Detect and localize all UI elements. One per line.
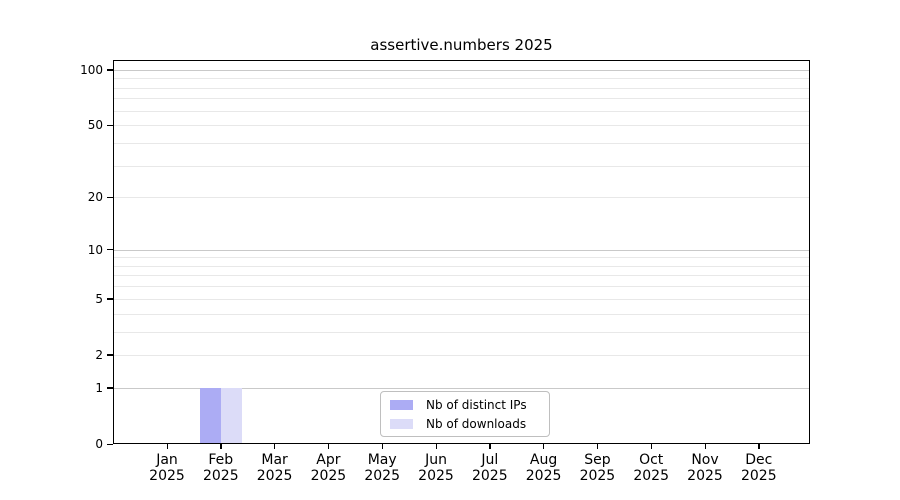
y-tick xyxy=(107,387,113,389)
y-tick xyxy=(107,196,113,198)
minor-gridline xyxy=(114,165,809,167)
y-tick-label: 1 xyxy=(95,380,103,395)
x-tick-year: 2025 xyxy=(740,468,777,484)
chart-title: assertive.numbers 2025 xyxy=(370,36,553,54)
x-tick-month: Apr xyxy=(316,452,341,468)
minor-gridline xyxy=(114,78,809,80)
minor-gridline xyxy=(114,142,809,144)
major-gridline xyxy=(114,387,809,389)
x-tick-label: Apr 2025 xyxy=(296,452,360,484)
legend-row: Nb of distinct IPs xyxy=(390,398,549,412)
x-tick-label: Aug 2025 xyxy=(512,452,576,484)
x-tick-month: Jul xyxy=(481,452,499,468)
x-tick-month: May xyxy=(367,452,397,468)
legend-row: Nb of downloads xyxy=(390,417,549,431)
x-tick-year: 2025 xyxy=(579,468,616,484)
x-tick xyxy=(220,444,222,449)
x-tick xyxy=(650,444,652,449)
y-tick xyxy=(107,354,113,356)
y-tick-label: 2 xyxy=(95,347,103,362)
y-tick-label: 5 xyxy=(95,291,103,306)
x-tick xyxy=(543,444,545,449)
x-tick-label: Sep 2025 xyxy=(565,452,629,484)
y-tick xyxy=(107,249,113,251)
x-tick-month: Dec xyxy=(745,452,773,468)
y-tick xyxy=(107,124,113,126)
x-tick-label: Jul 2025 xyxy=(458,452,522,484)
x-tick-month: Jan xyxy=(156,452,178,468)
x-tick-month: Jun xyxy=(425,452,447,468)
minor-gridline xyxy=(114,125,809,127)
x-tick-year: 2025 xyxy=(310,468,347,484)
x-tick-label: May 2025 xyxy=(350,452,414,484)
x-tick-year: 2025 xyxy=(633,468,669,484)
y-tick-label: 0 xyxy=(95,437,103,451)
minor-gridline xyxy=(114,298,809,300)
x-tick-year: 2025 xyxy=(525,468,562,484)
x-tick-year: 2025 xyxy=(149,468,185,484)
minor-gridline xyxy=(114,286,809,288)
x-tick-label: Jun 2025 xyxy=(404,452,468,484)
x-tick-label: Jan 2025 xyxy=(135,452,199,484)
x-tick-label: Dec 2025 xyxy=(727,452,791,484)
x-tick xyxy=(166,444,168,449)
minor-gridline xyxy=(114,257,809,259)
x-tick xyxy=(274,444,276,449)
x-tick-month: Nov xyxy=(691,452,719,468)
x-tick-label: Nov 2025 xyxy=(673,452,737,484)
major-gridline xyxy=(114,249,809,251)
x-tick-label: Feb 2025 xyxy=(189,452,253,484)
y-tick xyxy=(107,443,113,445)
x-tick-year: 2025 xyxy=(471,468,508,484)
legend-swatch-distinct-ips xyxy=(390,399,413,410)
legend-swatch-downloads xyxy=(390,418,413,429)
legend: Nb of distinct IPs Nb of downloads xyxy=(380,391,550,437)
x-tick xyxy=(758,444,760,449)
plot-area xyxy=(113,60,810,444)
bar-nb-of-distinct-ips xyxy=(199,387,221,443)
x-tick xyxy=(435,444,437,449)
x-tick xyxy=(489,444,491,449)
x-tick-month: Feb xyxy=(208,452,234,468)
y-tick xyxy=(107,69,113,71)
y-tick-label: 50 xyxy=(87,118,103,133)
y-tick-label: 100 xyxy=(80,62,103,77)
legend-label-downloads: Nb of downloads xyxy=(426,416,527,431)
y-tick-label: 10 xyxy=(87,242,103,257)
x-tick-year: 2025 xyxy=(418,468,454,484)
x-tick xyxy=(381,444,383,449)
minor-gridline xyxy=(114,331,809,333)
y-tick-label: 20 xyxy=(87,190,103,205)
minor-gridline xyxy=(114,275,809,277)
x-tick-month: Oct xyxy=(639,452,664,468)
minor-gridline xyxy=(114,87,809,89)
x-tick-year: 2025 xyxy=(364,468,400,484)
x-tick-label: Oct 2025 xyxy=(619,452,683,484)
major-gridline xyxy=(114,69,809,71)
bar-nb-of-downloads xyxy=(220,387,242,443)
minor-gridline xyxy=(114,197,809,199)
x-tick-year: 2025 xyxy=(256,468,293,484)
x-tick-year: 2025 xyxy=(687,468,723,484)
x-tick xyxy=(704,444,706,449)
x-tick-label: Mar 2025 xyxy=(243,452,307,484)
minor-gridline xyxy=(114,98,809,100)
x-tick xyxy=(596,444,599,449)
minor-gridline xyxy=(114,313,809,315)
x-tick-year: 2025 xyxy=(202,468,239,484)
x-tick-month: Aug xyxy=(529,452,558,468)
minor-gridline xyxy=(114,110,809,112)
x-tick-month: Mar xyxy=(261,452,288,468)
x-tick xyxy=(327,444,330,449)
y-tick xyxy=(107,298,113,300)
legend-label-distinct-ips: Nb of distinct IPs xyxy=(426,397,527,412)
minor-gridline xyxy=(114,265,809,267)
x-tick-month: Sep xyxy=(584,452,611,468)
minor-gridline xyxy=(114,354,809,356)
